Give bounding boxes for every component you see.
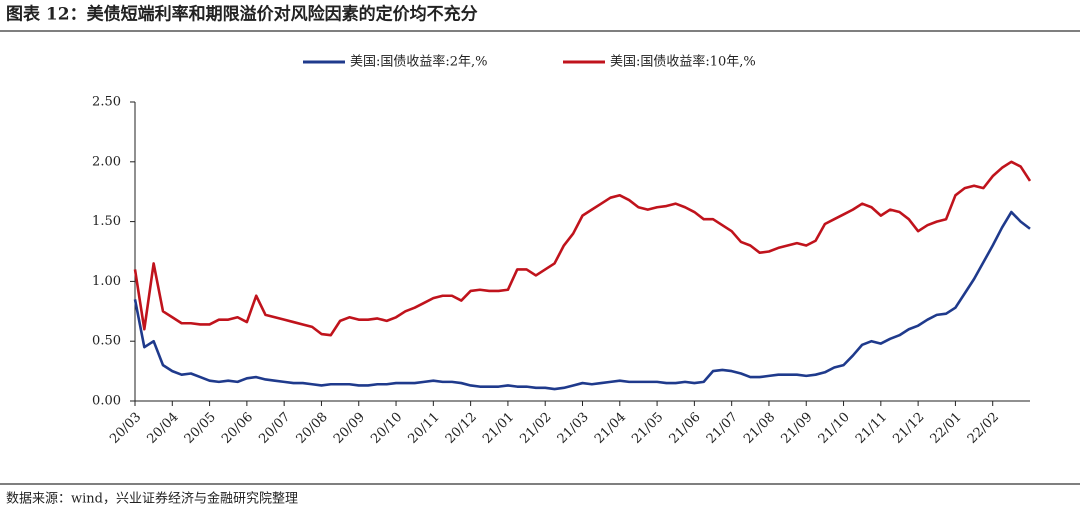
x-tick-label: 20/09: [331, 410, 368, 447]
x-tick-label: 21/06: [667, 410, 704, 447]
source-note: 数据来源：wind，兴业证券经济与金融研究院整理: [6, 491, 298, 507]
x-tick-label: 21/09: [778, 410, 815, 447]
y-tick-label: 2.00: [92, 154, 121, 169]
x-tick-label: 20/11: [406, 410, 443, 447]
x-tick-label: 20/04: [144, 410, 181, 447]
legend-label: 美国:国债收益率:10年,%: [610, 54, 756, 70]
x-tick-label: 21/04: [592, 410, 629, 447]
y-tick-label: 1.50: [92, 214, 121, 229]
x-tick-label: 21/11: [853, 410, 890, 447]
x-tick-label: 22/02: [965, 410, 1002, 447]
x-tick-label: 20/10: [368, 410, 405, 447]
x-tick-label: 20/12: [443, 410, 480, 447]
x-tick-label: 20/05: [182, 410, 219, 447]
x-tick-label: 22/01: [928, 410, 965, 447]
x-tick-label: 21/08: [741, 410, 778, 447]
x-tick-label: 20/07: [256, 410, 293, 447]
x-tick-label: 21/01: [480, 410, 517, 447]
y-tick-label: 2.50: [92, 95, 121, 110]
y-tick-label: 0.50: [92, 334, 121, 349]
x-tick-label: 21/03: [555, 410, 592, 447]
series-line: [133, 160, 1032, 337]
chart-title: 图表 12：美债短端利率和期限溢价对风险因素的定价均不充分: [6, 4, 478, 25]
x-tick-label: 21/07: [704, 410, 741, 447]
legend-label: 美国:国债收益率:2年,%: [350, 54, 488, 70]
x-tick-label: 20/03: [107, 410, 144, 447]
x-tick-label: 21/12: [890, 410, 927, 447]
series-line: [133, 210, 1031, 391]
x-tick-label: 21/02: [517, 410, 554, 447]
x-tick-label: 21/10: [816, 410, 853, 447]
x-tick-label: 20/08: [294, 410, 331, 447]
x-tick-label: 21/05: [629, 410, 666, 447]
y-tick-label: 1.00: [92, 274, 121, 289]
y-tick-label: 0.00: [92, 394, 121, 409]
x-tick-label: 20/06: [219, 410, 256, 447]
